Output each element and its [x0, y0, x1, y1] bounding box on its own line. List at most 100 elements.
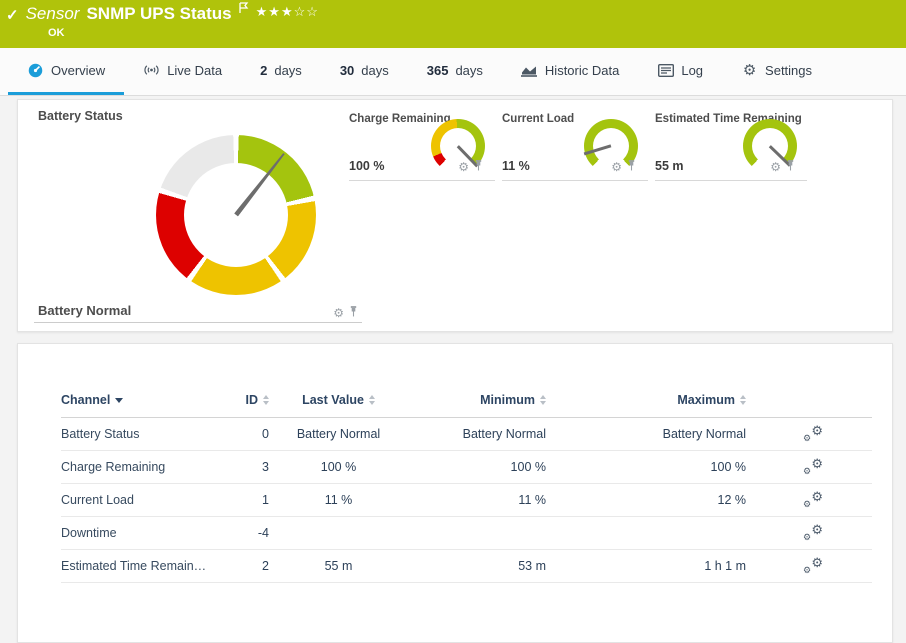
channel-settings-icon[interactable]: ⚙ ⚙ — [803, 521, 823, 542]
sensor-header: ✓ Sensor SNMP UPS Status ★★★☆☆ OK — [0, 0, 906, 48]
star-icon[interactable]: ★ — [268, 4, 281, 19]
live-data-icon — [143, 62, 160, 78]
sort-icon — [263, 394, 269, 405]
tab-live-data[interactable]: Live Data — [124, 48, 241, 95]
channel-maximum: 1 h 1 m — [704, 559, 746, 573]
tab-label: Live Data — [167, 62, 223, 78]
column-header-maximum[interactable]: Maximum — [556, 393, 756, 407]
pin-icon[interactable] — [786, 158, 795, 176]
channel-settings-icon[interactable]: ⚙ ⚙ — [803, 488, 823, 509]
star-icon[interactable]: ★ — [255, 4, 269, 19]
tab-2-days[interactable]: 2 days — [241, 48, 321, 95]
sensor-status-badge: OK — [48, 27, 65, 39]
star-icon[interactable]: ☆ — [293, 4, 307, 19]
channel-settings-icon[interactable]: ⚙ ⚙ — [803, 455, 823, 476]
tab-settings[interactable]: ⚙ Settings — [722, 48, 831, 95]
channel-minimum: Battery Normal — [462, 427, 546, 441]
tab-label: 365 — [426, 62, 449, 78]
channel-last-value: 55 m — [324, 559, 353, 573]
tab-log[interactable]: Log — [638, 48, 722, 95]
primary-gauge-value: Battery Normal — [38, 303, 132, 318]
table-header-row: Channel ID Last Value Minimum Maximum — [61, 382, 872, 418]
tab-label: days — [274, 62, 302, 78]
tab-label: Settings — [765, 62, 813, 78]
star-icon[interactable]: ★ — [280, 4, 294, 19]
table-row: Current Load 1 11 % 11 % 12 % ⚙ ⚙ — [61, 484, 872, 517]
flag-icon[interactable] — [238, 1, 249, 19]
channel-name: Battery Status — [61, 427, 140, 441]
channel-minimum: 100 % — [510, 460, 546, 474]
channel-gear-icon[interactable]: ⚙ — [611, 160, 622, 174]
tab-365-days[interactable]: 365 days — [408, 48, 502, 95]
star-icon[interactable]: ☆ — [306, 4, 319, 19]
channel-table: Channel ID Last Value Minimum Maximum Ba… — [18, 344, 892, 583]
channel-last-value: 100 % — [320, 460, 357, 474]
sort-active-icon — [115, 398, 124, 403]
tab-label: Overview — [51, 62, 106, 78]
mini-gauge-charge-remaining: Charge Remaining 100 % ⚙ — [349, 113, 495, 181]
sort-icon — [368, 394, 375, 405]
gauge-icon — [27, 62, 44, 78]
channel-name: Estimated Time Remain… — [61, 559, 207, 573]
channel-maximum: Battery Normal — [662, 427, 746, 441]
tab-30-days[interactable]: 30 days — [321, 48, 408, 95]
tab-historic-data[interactable]: Historic Data — [502, 48, 638, 95]
table-row: Battery Status 0 Battery Normal Battery … — [61, 418, 872, 451]
channel-settings-icon[interactable]: ⚙ ⚙ — [803, 554, 823, 575]
channel-name: Charge Remaining — [61, 460, 166, 474]
mini-gauge-title: Charge Remaining — [349, 113, 451, 125]
table-row: Downtime -4 ⚙ ⚙ — [61, 517, 872, 550]
charge-remaining-gauge — [431, 119, 485, 173]
tab-label: Log — [681, 62, 704, 78]
log-icon — [657, 62, 674, 78]
sort-icon — [540, 394, 546, 405]
priority-star-rating[interactable]: ★★★☆☆ — [256, 4, 319, 20]
column-header-id[interactable]: ID — [231, 393, 281, 407]
channel-gear-icon[interactable]: ⚙ — [458, 160, 469, 174]
channel-id: 2 — [262, 559, 269, 573]
mini-gauge-value: 55 m — [655, 159, 684, 173]
channel-settings-icon[interactable]: ⚙ ⚙ — [803, 422, 823, 443]
tab-label: days — [361, 62, 389, 78]
sort-icon — [740, 394, 746, 405]
gear-icon: ⚙ — [742, 62, 757, 79]
channel-gear-icon[interactable]: ⚙ — [770, 160, 781, 174]
estimated-time-gauge — [743, 119, 797, 173]
mini-gauge-estimated-time: Estimated Time Remaining 55 m ⚙ — [655, 113, 807, 181]
pin-icon[interactable] — [627, 158, 636, 176]
tab-label: 2 — [260, 62, 268, 78]
battery-status-gauge — [156, 135, 316, 295]
pin-icon[interactable] — [474, 158, 483, 176]
table-row: Charge Remaining 3 100 % 100 % 100 % ⚙ ⚙ — [61, 451, 872, 484]
status-check-icon: ✓ — [6, 7, 19, 24]
page-title: SNMP UPS Status — [86, 4, 232, 23]
column-header-channel[interactable]: Channel — [61, 393, 231, 407]
channel-last-value: Battery Normal — [296, 427, 381, 441]
primary-gauge-footer: Battery Normal ⚙ — [34, 299, 362, 323]
channel-last-value: 11 % — [324, 493, 353, 507]
column-header-last-value[interactable]: Last Value — [281, 393, 396, 407]
primary-channel-title: Battery Status — [38, 109, 123, 123]
channel-name: Current Load — [61, 493, 134, 507]
channel-minimum: 53 m — [518, 559, 546, 573]
channel-id: -4 — [257, 526, 269, 540]
mini-gauges-row: Charge Remaining 100 % ⚙ Current Load 11… — [349, 113, 807, 181]
current-load-gauge — [583, 119, 638, 173]
mini-gauge-value: 11 % — [502, 159, 530, 173]
table-row: Estimated Time Remain… 2 55 m 53 m 1 h 1… — [61, 550, 872, 583]
channel-gear-icon[interactable]: ⚙ — [333, 306, 344, 320]
column-header-minimum[interactable]: Minimum — [396, 393, 556, 407]
primary-channel-gauge-block: Battery Status Battery Normal ⚙ — [34, 100, 362, 333]
channel-name: Downtime — [61, 526, 117, 540]
channel-id: 1 — [262, 493, 269, 507]
channel-maximum: 100 % — [710, 460, 746, 474]
pin-icon[interactable] — [349, 304, 358, 322]
mini-gauge-current-load: Current Load 11 % ⚙ — [502, 113, 648, 181]
channel-id: 0 — [262, 427, 269, 441]
gauges-panel: Battery Status Battery Normal ⚙ Charge R… — [17, 99, 893, 332]
tab-overview[interactable]: Overview — [8, 48, 125, 95]
tab-label: 30 — [339, 62, 355, 78]
tab-label: Historic Data — [544, 62, 620, 78]
object-kind-label: Sensor — [25, 4, 80, 23]
channel-minimum: 11 % — [518, 493, 546, 507]
